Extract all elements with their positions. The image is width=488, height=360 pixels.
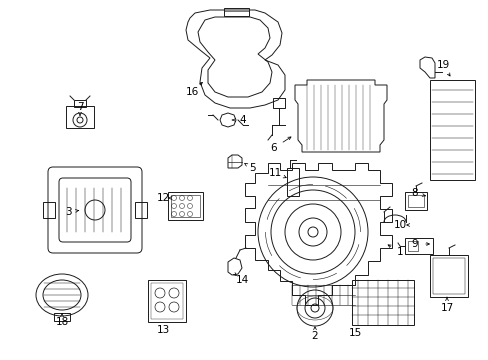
Bar	[224, 8, 248, 16]
Bar	[404, 192, 426, 210]
Text: 19: 19	[435, 60, 448, 70]
Bar	[171, 195, 200, 217]
Bar	[432, 258, 464, 294]
Text: 13: 13	[156, 325, 169, 335]
Text: 10: 10	[393, 220, 406, 230]
Bar	[429, 255, 467, 297]
Bar	[148, 280, 185, 322]
Text: 17: 17	[440, 303, 453, 313]
Bar	[351, 280, 413, 325]
Bar	[429, 80, 474, 180]
Bar	[151, 283, 183, 319]
Bar	[74, 100, 86, 107]
Text: 18: 18	[55, 317, 68, 327]
Bar	[168, 192, 203, 220]
Bar	[43, 202, 55, 218]
Text: 5: 5	[248, 163, 255, 173]
Bar	[272, 98, 285, 108]
Bar	[407, 241, 417, 251]
Text: 9: 9	[411, 239, 417, 249]
Text: 6: 6	[270, 143, 277, 153]
Bar	[66, 106, 94, 128]
Bar	[135, 202, 147, 218]
Text: 4: 4	[239, 115, 246, 125]
Text: 11: 11	[268, 168, 281, 178]
Text: 2: 2	[311, 331, 318, 341]
Text: 15: 15	[347, 328, 361, 338]
Bar	[286, 168, 298, 196]
Text: 3: 3	[64, 207, 71, 217]
Text: 12: 12	[156, 193, 169, 203]
Bar	[54, 313, 70, 321]
Text: 16: 16	[185, 87, 198, 97]
Text: 14: 14	[235, 275, 248, 285]
Text: 8: 8	[411, 188, 417, 198]
Bar	[404, 238, 432, 254]
Bar	[407, 195, 423, 207]
Text: 1: 1	[396, 247, 403, 257]
Text: 7: 7	[77, 102, 83, 112]
